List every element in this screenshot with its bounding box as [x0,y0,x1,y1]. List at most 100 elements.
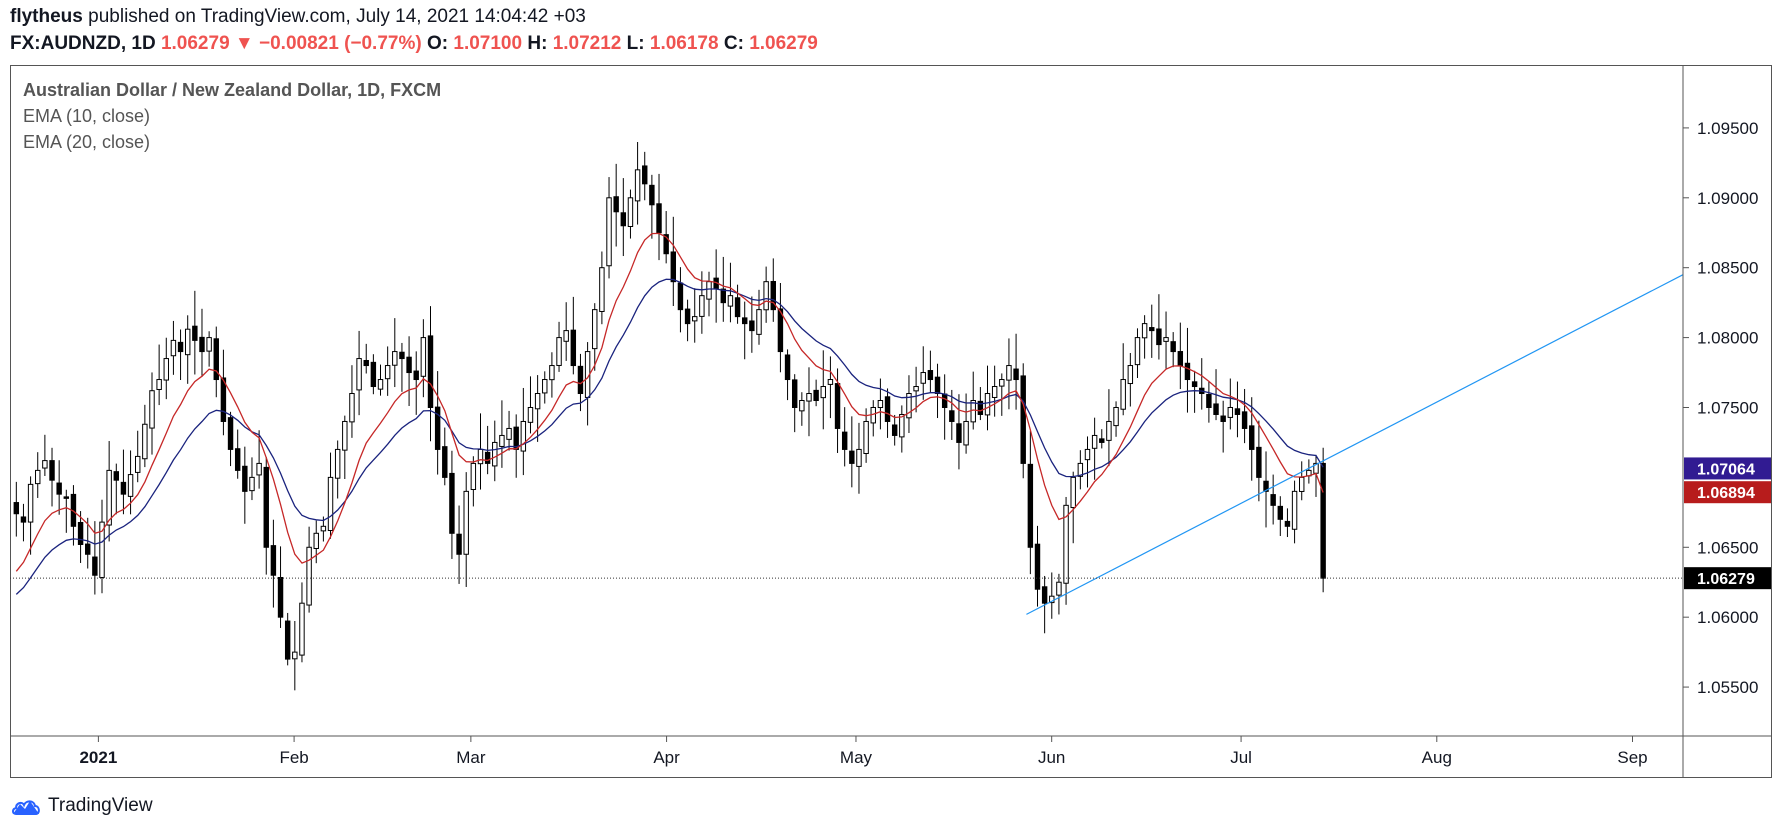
candle-body [356,358,362,391]
candle-body [677,282,684,311]
candle-body [1299,476,1305,492]
ema20-price-tag: 1.07064 [1697,461,1755,478]
candle-body [827,379,834,385]
candle-body [434,406,441,450]
x-tick-label: Feb [279,748,308,767]
candle-body [756,309,762,335]
ema20-price-tag-bg [1684,457,1771,480]
candle-body [734,297,741,318]
candle-body [99,521,105,578]
candle-body [506,427,512,440]
ema20-line [15,278,1324,595]
candle-body [799,400,805,412]
candle-body [1163,337,1169,342]
trendline [1026,274,1684,615]
close-value: 1.06279 [749,33,818,54]
candle-body [906,393,912,419]
candle-body [177,341,184,353]
last-price-tag-bg [1684,567,1771,590]
candle-body [1320,462,1326,579]
candle-body [791,379,798,408]
axes-layer: 1.09500 1.09000 1.08500 1.08000 1.07500 1.065… [10,65,1772,778]
candle-body [334,448,341,479]
candle-body [620,212,627,227]
candles-layer [13,141,1326,691]
candle-body [520,420,527,452]
candle-body [934,376,941,395]
candle-body [834,383,841,429]
author-name[interactable]: flytheus [10,6,83,27]
ema10-line [15,232,1324,572]
candle-body [220,377,227,422]
candle-body [899,413,905,438]
candle-body [1070,476,1076,509]
candle-body [949,410,955,422]
x-tick-label: 2021 [79,748,117,767]
candle-body [156,379,162,390]
candle-body [1084,448,1091,461]
candle-body [263,466,269,548]
candle-body [113,471,120,481]
candle-body [913,386,919,392]
candle-body [956,423,962,443]
candle-body [634,169,641,202]
last-price-tag: 1.06279 [1697,571,1755,588]
down-arrow-icon: ▼ [234,33,254,54]
candle-body [320,525,327,532]
y-tick-label: 1.08000 [1697,329,1758,348]
candle-body [542,379,548,394]
overlay-layer [10,274,1684,615]
candle-body [134,455,141,473]
x-tick-label: Jun [1038,748,1065,767]
candle-body [1191,381,1198,388]
candle-body [284,620,291,660]
y-tick-label: 1.09000 [1697,189,1758,208]
chart-frame[interactable] [10,65,1772,778]
candle-body [227,417,234,450]
candle-body [384,365,391,380]
candle-body [656,203,662,234]
candle-body [442,446,448,478]
candle-body [77,521,84,545]
candle-body [35,469,41,485]
candle-body [970,400,976,423]
x-tick-label: Jul [1230,748,1252,767]
ema10-price-tag: 1.06894 [1697,485,1755,502]
candle-body [149,390,155,429]
candle-body [727,295,734,307]
candle-body [199,336,205,353]
ema-layer [15,232,1324,595]
candle-body [1270,494,1276,506]
candle-body [856,448,862,467]
candle-body [649,184,655,206]
ema10-price-tag-bg [1684,481,1771,504]
y-tick-label: 1.05500 [1697,678,1758,697]
ema20-legend[interactable]: EMA (20, close) [23,132,151,152]
candle-body [1177,351,1184,367]
candle-body [342,420,348,451]
candle-body [1027,463,1034,548]
candle-body [670,251,677,283]
candle-body [370,361,377,388]
candle-body [192,325,198,341]
candle-body [577,365,584,395]
candle-body [706,281,712,300]
candle-body [142,423,148,460]
candle-body [1291,490,1298,530]
high-value: 1.07212 [552,33,622,54]
candle-body [413,370,419,381]
candle-body [570,329,577,367]
candle-body [85,543,91,555]
candle-body [1034,543,1041,590]
y-tick-label: 1.06000 [1697,608,1758,627]
candle-body [63,496,70,499]
ema10-legend[interactable]: EMA (10, close) [23,106,151,126]
low-value: 1.06178 [649,33,719,54]
candle-body [120,481,127,495]
candle-body [613,196,619,213]
tradingview-logo[interactable]: TradingView [10,795,153,817]
candle-body [299,602,305,656]
y-tick-label: 1.08500 [1697,259,1758,278]
candle-body [1106,420,1112,441]
